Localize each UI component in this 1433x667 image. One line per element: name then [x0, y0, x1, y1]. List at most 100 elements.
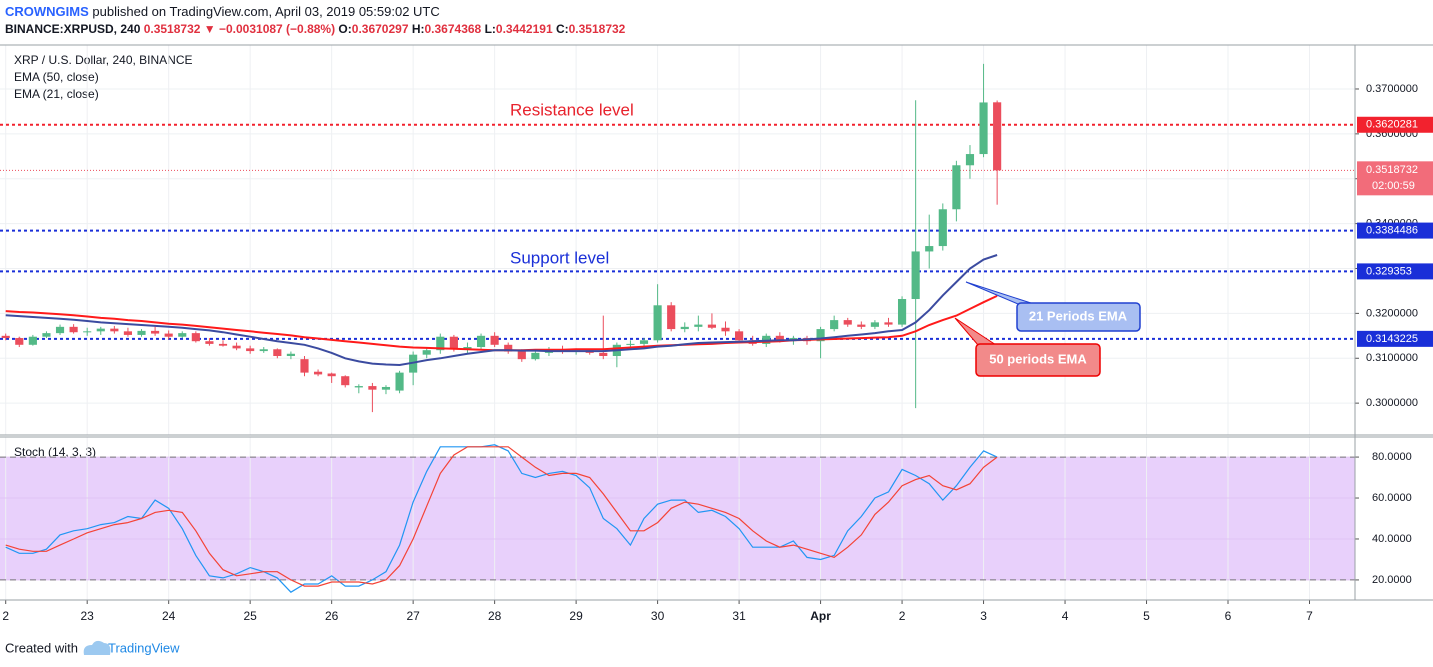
candle-body [599, 352, 608, 357]
annotation: Support level [510, 248, 609, 267]
candle-body [110, 328, 119, 332]
level-badge [1357, 222, 1433, 239]
candle-body [218, 343, 228, 346]
callout-box [1016, 302, 1141, 332]
y-tick-label: 0.3700000 [1366, 83, 1418, 95]
x-tick-label: 2 [899, 609, 906, 623]
candle-body [436, 336, 445, 351]
candle-body [707, 324, 717, 328]
candle-body [721, 327, 730, 332]
candle-body [490, 335, 499, 345]
x-tick-label: 25 [243, 609, 257, 623]
candle-body [123, 331, 133, 335]
quote-part: −0.0031087 (−0.88%) [219, 22, 338, 36]
author: CROWNGIMS [5, 4, 89, 19]
candle-body [816, 329, 825, 342]
quote-part: 0.3518732 [144, 22, 204, 36]
candle-body [504, 344, 513, 352]
candle-body [449, 336, 458, 350]
y-tick-label: 0.3100000 [1366, 352, 1418, 364]
quote-part: 0.3674368 [425, 22, 485, 36]
candle-body [96, 328, 105, 332]
candle-body [952, 165, 961, 210]
candle-body [422, 350, 431, 355]
candle-body [137, 330, 146, 335]
y-tick-label: 0.3000000 [1366, 397, 1418, 409]
candle-body [83, 331, 92, 333]
level-badge [1357, 116, 1433, 133]
candle-body [164, 333, 173, 337]
candle-body [911, 251, 920, 300]
quote-part: L: [485, 22, 496, 36]
header-line: CROWNGIMS published on TradingView.com, … [5, 4, 440, 19]
level-label: 0.329353 [1366, 265, 1412, 277]
x-tick-label: 30 [651, 609, 665, 623]
candle-body [870, 322, 879, 327]
candle-body [463, 347, 472, 350]
stoch-line [5, 446, 998, 587]
last-price-badge [1357, 161, 1433, 196]
x-tick-label: 6 [1225, 609, 1232, 623]
quote-part: 0.3670297 [352, 22, 412, 36]
candle-body [327, 373, 336, 377]
published: published on TradingView.com, April 03, … [89, 4, 440, 19]
candle-body [313, 371, 323, 375]
level-label: 0.3620281 [1366, 119, 1418, 131]
stoch-line [5, 444, 998, 593]
candle-body [354, 386, 363, 388]
candle-body [680, 326, 689, 330]
candle-body [531, 352, 540, 360]
x-tick-label: 29 [569, 609, 583, 623]
countdown: 02:00:59 [1372, 180, 1415, 192]
candle-body [55, 326, 65, 334]
legend-entry: EMA (50, close) [14, 70, 99, 84]
ema-line [5, 254, 998, 367]
candle-body [775, 335, 784, 341]
y-tick-label: 20.0000 [1372, 574, 1412, 586]
y-tick-label: 60.0000 [1372, 492, 1412, 504]
candle-body [1, 335, 10, 339]
x-tick-label: 28 [488, 609, 502, 623]
candle-body [395, 372, 404, 391]
candle-body [626, 343, 635, 345]
candle-body [857, 324, 866, 327]
stoch-band [0, 457, 1355, 580]
candle-body [42, 333, 51, 337]
last-price-label: 0.3518732 [1366, 164, 1418, 176]
candle-body [694, 324, 703, 327]
footer-text: Created with [5, 640, 78, 655]
x-tick-label: 2 [2, 609, 9, 623]
candle-body [15, 338, 24, 345]
candle-body [341, 376, 350, 386]
candle-body [151, 330, 160, 334]
quote-part: 0.3518732 [569, 22, 626, 36]
x-tick-label: Apr [810, 609, 831, 623]
candle-body [639, 340, 649, 344]
candle-body [246, 348, 255, 352]
candle-body [69, 326, 78, 333]
x-tick-label: 26 [325, 609, 339, 623]
callout-text: 21 Periods EMA [1029, 308, 1128, 323]
candle-body [965, 154, 975, 166]
candle-body [884, 322, 893, 325]
quote-part: 0.3442191 [496, 22, 556, 36]
quote-line: BINANCE:XRPUSD, 240 0.3518732 ▼ −0.00310… [5, 22, 626, 36]
candle-body [925, 246, 934, 252]
logo [83, 640, 111, 655]
candle-body [667, 305, 676, 330]
quote-part: ▼ [204, 22, 219, 36]
candle-body [897, 299, 907, 325]
callout-box [975, 343, 1101, 377]
candle-body [273, 349, 282, 357]
level-label: 0.3143225 [1366, 333, 1418, 345]
candle-body [259, 349, 268, 352]
y-tick-label: 40.0000 [1372, 533, 1412, 545]
stoch-title: Stoch (14, 3, 3) [14, 445, 96, 459]
y-tick-label: 0.3200000 [1366, 307, 1418, 319]
level-badge [1357, 330, 1433, 347]
candle-body [381, 386, 391, 390]
quote-part: C: [556, 22, 569, 36]
candle-body [286, 353, 295, 357]
x-tick-label: 4 [1062, 609, 1069, 623]
